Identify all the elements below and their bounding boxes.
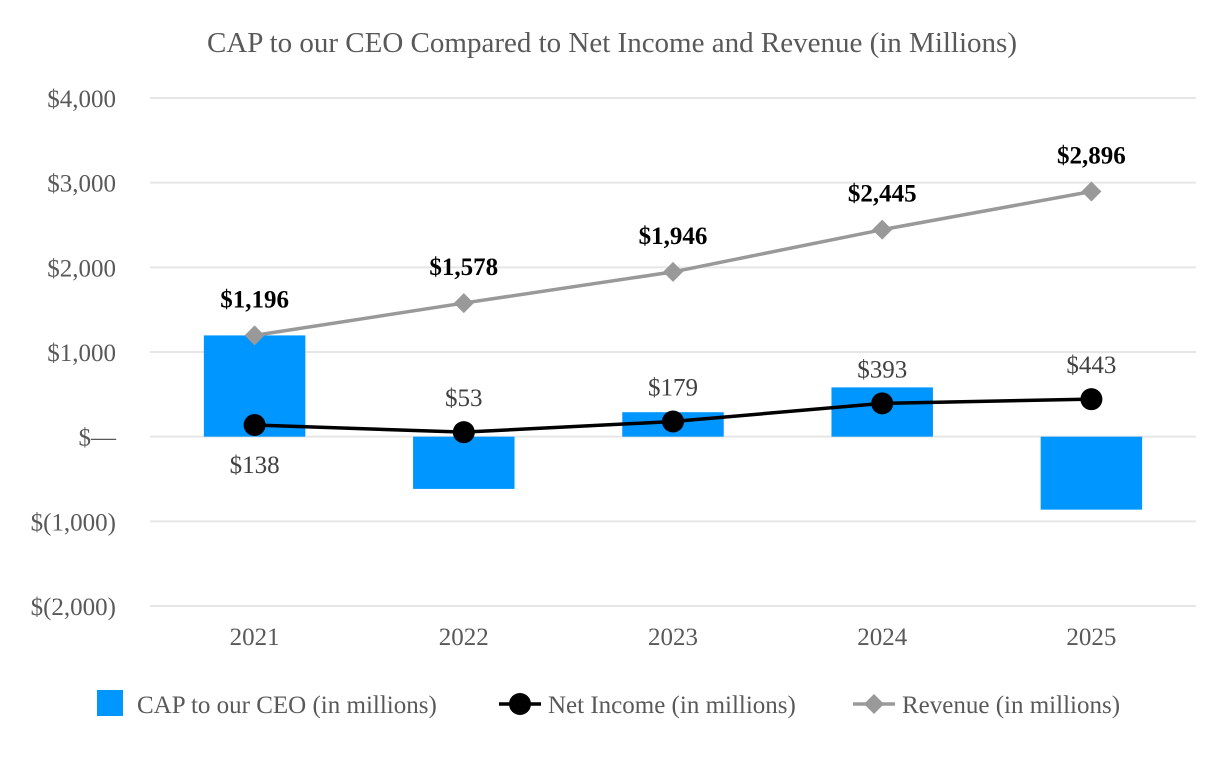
x-tick-label: 2022 [439,624,489,651]
y-tick-label: $1,000 [47,340,116,367]
net-income-marker [1080,388,1103,411]
cap-bar [1040,436,1143,510]
legend-marker-revenue [864,694,884,714]
legend-swatch-cap [97,690,123,716]
x-tick-label: 2023 [648,624,698,651]
y-tick-label: $(1,000) [31,509,116,536]
revenue-data-label: $1,578 [429,254,498,281]
x-tick-label: 2021 [230,624,280,651]
revenue-marker [1081,181,1102,202]
x-tick-label: 2024 [857,624,908,651]
y-tick-label: $2,000 [47,255,116,282]
net-income-marker [243,413,266,436]
y-axis-ticks: $4,000 $3,000 $2,000 $1,000 $— $(1,000) $(2,00… [31,86,117,621]
legend-marker-net-income [509,693,531,715]
revenue-marker [663,261,683,282]
net-income-data-label: $443 [1066,352,1116,379]
revenue-marker [872,219,893,240]
revenue-marker [453,293,474,314]
net-income-marker [662,410,684,433]
revenue-data-label: $2,445 [848,181,917,208]
y-tick-label: $3,000 [47,171,116,198]
y-tick-label: $(2,000) [31,594,116,621]
y-tick-label: $4,000 [47,86,116,113]
x-tick-label: 2025 [1066,624,1116,651]
y-tick-label: $— [79,425,118,452]
gridlines [150,97,1196,607]
legend: CAP to our CEO (in millions) Net Income (… [97,690,1120,719]
legend-label-revenue: Revenue (in millions) [902,692,1120,719]
net-income-data-label: $138 [230,452,280,479]
net-income-marker [871,392,894,415]
net-income-data-label: $393 [857,356,907,383]
legend-label-cap: CAP to our CEO (in millions) [137,692,437,719]
net-income-data-label: $53 [445,385,483,412]
x-axis-ticks: 2021 2022 2023 2024 2025 [230,624,1117,651]
net-income-data-label: $179 [648,375,698,402]
revenue-marker [244,325,265,346]
revenue-line-group: $1,196 $1,578 $1,946 $2,445 $2,896 [220,142,1126,346]
net-income-line-group: $138 $53 $179 $393 $443 [230,352,1117,479]
revenue-data-label: $1,946 [639,223,708,250]
cap-bar [413,436,515,489]
net-income-marker [452,421,475,444]
chart-title: CAP to our CEO Compared to Net Income an… [207,27,1017,59]
revenue-data-label: $2,896 [1057,142,1126,169]
legend-label-net-income: Net Income (in millions) [548,692,796,719]
revenue-data-label: $1,196 [220,286,289,313]
